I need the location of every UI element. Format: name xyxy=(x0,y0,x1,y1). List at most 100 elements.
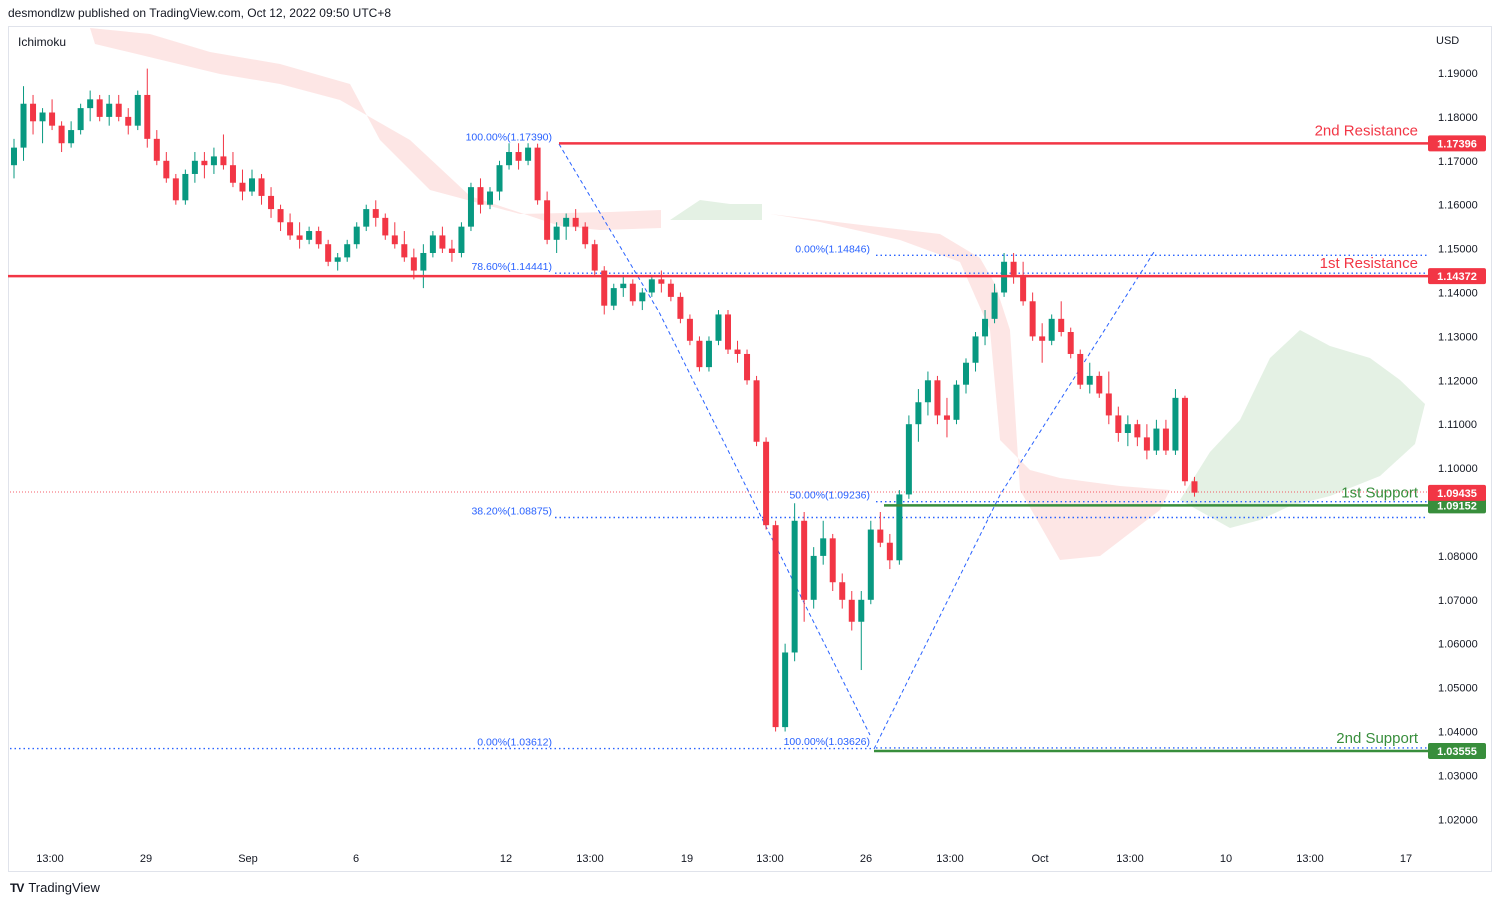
candle-body xyxy=(896,494,903,561)
candle-body xyxy=(1143,437,1150,451)
candle-body xyxy=(1134,424,1141,438)
candle-body xyxy=(696,340,703,368)
x-tick-label: 13:00 xyxy=(1296,853,1324,865)
last-price-badge xyxy=(1428,484,1486,501)
candle-body xyxy=(458,226,465,253)
fib-level-label: 100.00%(1.03626) xyxy=(784,736,870,748)
fib-trend-line-up xyxy=(873,251,1155,750)
candle-body xyxy=(182,173,189,201)
y-tick-label: 1.10000 xyxy=(1438,463,1478,475)
x-tick-label: Sep xyxy=(238,853,258,865)
candle-body xyxy=(658,279,665,284)
x-tick-label: 6 xyxy=(353,853,359,865)
candle-body xyxy=(953,384,960,420)
candle-body xyxy=(1096,375,1103,394)
candle-body xyxy=(58,125,65,144)
x-tick-label: 26 xyxy=(860,853,872,865)
candle-body xyxy=(1124,424,1131,433)
fibonacci-retracement[interactable]: 100.00%(1.17390) 78.60%(1.14441) 38.20%(1.… xyxy=(10,132,1428,750)
candle-body xyxy=(1181,397,1188,482)
y-tick-label: 1.13000 xyxy=(1438,331,1478,343)
candle-body xyxy=(249,178,255,192)
candle-body xyxy=(667,283,674,297)
candle-body xyxy=(353,226,360,245)
x-tick-label: 13:00 xyxy=(576,853,604,865)
candle-body xyxy=(1115,415,1122,433)
tradingview-logo-icon: TV xyxy=(10,880,24,895)
candle-body xyxy=(239,182,246,192)
candle-body xyxy=(506,152,513,166)
candle-body xyxy=(1077,353,1084,385)
price-axis[interactable]: 1.19000 1.18000 1.17000 1.16000 1.15000 1.140… xyxy=(1438,68,1478,826)
candle-body xyxy=(544,200,551,240)
candle-body xyxy=(391,235,398,245)
candle-body xyxy=(905,424,912,495)
candle-body xyxy=(763,441,770,526)
y-tick-label: 1.14000 xyxy=(1438,288,1478,300)
candle-body xyxy=(429,235,436,253)
candle-body xyxy=(268,195,275,210)
candle-body xyxy=(401,244,408,258)
x-tick-label: 12 xyxy=(500,853,512,865)
candle-body xyxy=(448,248,455,253)
level-price-badge xyxy=(1428,497,1486,514)
candle-body xyxy=(972,336,979,363)
candle-body xyxy=(810,555,817,600)
candle-body xyxy=(144,94,151,139)
candle-body xyxy=(467,187,474,227)
candle-body xyxy=(677,296,684,319)
candle-body xyxy=(1153,428,1160,451)
candle-body xyxy=(734,349,741,354)
x-tick-label: 13:00 xyxy=(756,853,784,865)
ichimoku-cloud-bullish xyxy=(670,200,762,220)
candle-body xyxy=(839,582,846,600)
ichimoku-cloud-bearish-2 xyxy=(770,214,1170,560)
footer-brand[interactable]: TV TradingView xyxy=(10,880,100,895)
candle-body xyxy=(620,283,627,289)
y-tick-label: 1.05000 xyxy=(1438,683,1478,695)
fib-level-label: 0.00%(1.03612) xyxy=(477,737,552,749)
level-price-badge xyxy=(1428,743,1486,760)
candle-body xyxy=(115,103,122,117)
x-tick-label: Oct xyxy=(1031,853,1048,865)
candle-body xyxy=(1048,318,1055,341)
candle-body xyxy=(991,292,998,319)
y-tick-label: 1.15000 xyxy=(1438,244,1478,256)
candle-body xyxy=(934,380,941,416)
level-label: 2nd Resistance xyxy=(1315,122,1418,139)
y-tick-label: 1.04000 xyxy=(1438,727,1478,739)
candle-body xyxy=(11,147,17,166)
y-tick-label: 1.17000 xyxy=(1438,156,1478,168)
candle-body xyxy=(829,538,836,583)
candle-body xyxy=(525,147,532,161)
fib-level-label: 100.00%(1.17390) xyxy=(466,132,552,144)
y-tick-label: 1.12000 xyxy=(1438,375,1478,387)
footer-brand-label: TradingView xyxy=(28,880,100,895)
candle-body xyxy=(1086,375,1093,385)
candle-body xyxy=(1105,393,1112,416)
candle-body xyxy=(134,94,141,126)
ichimoku-cloud xyxy=(90,28,1425,560)
x-tick-label: 19 xyxy=(681,853,693,865)
support-resistance-levels[interactable]: 2nd Resistance 1.17396 1st Resistance 1.143… xyxy=(8,122,1486,760)
candle-body xyxy=(1039,336,1046,341)
time-axis[interactable]: 13:00 29 Sep 6 12 13:00 19 13:00 26 13:00 Oct 13:00… xyxy=(36,853,1412,865)
candle-body xyxy=(705,340,712,368)
x-tick-label: 29 xyxy=(140,853,152,865)
x-tick-label: 17 xyxy=(1400,853,1412,865)
indicator-label-ichimoku[interactable]: Ichimoku xyxy=(18,35,67,49)
candle-body xyxy=(1067,332,1074,354)
candle-body xyxy=(772,525,779,728)
candle-body xyxy=(982,318,989,337)
candle-body xyxy=(610,288,617,306)
candle-body xyxy=(296,235,303,240)
candle-body xyxy=(553,226,560,240)
candle-body xyxy=(372,209,379,218)
candle-body xyxy=(172,178,179,201)
x-tick-label: 13:00 xyxy=(1116,853,1144,865)
candlestick-series xyxy=(11,68,1198,732)
candle-body xyxy=(582,226,589,245)
candle-body xyxy=(39,112,46,122)
candle-body xyxy=(220,156,227,166)
